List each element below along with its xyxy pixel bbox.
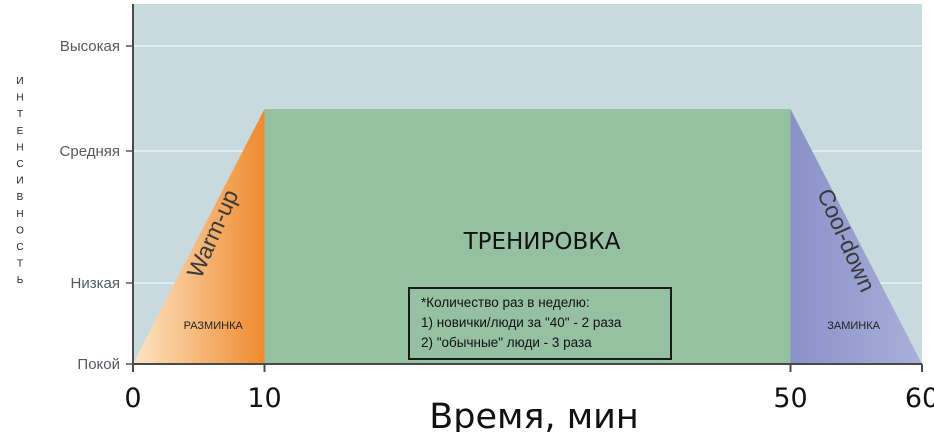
y-axis-title-letter: И <box>16 176 23 187</box>
note-line-2: 1) новички/люди за "40" - 2 раза <box>421 315 622 330</box>
y-axis-title-letter: С <box>16 242 23 253</box>
x-axis-title: Время, мин <box>429 397 639 432</box>
warm-up-area <box>133 109 265 364</box>
x-tick-label: 60 <box>905 383 934 414</box>
y-tick-label: Высокая <box>60 38 120 55</box>
warm-up-subtitle: РАЗМИНКА <box>184 320 244 332</box>
y-axis-title-letter: Н <box>16 93 23 104</box>
workout-area <box>264 109 791 364</box>
y-tick-label: Покой <box>77 356 120 373</box>
workout-title: ТРЕНИРОВКА <box>463 229 621 255</box>
y-tick-label: Средняя <box>60 143 120 160</box>
note-line-3: 2) "обычные" люди - 3 раза <box>421 335 592 350</box>
y-axis-title-letter: О <box>16 225 24 236</box>
x-tick-label: 0 <box>124 383 141 414</box>
y-axis-title-letter: Т <box>17 259 23 270</box>
y-axis-title-letter: В <box>17 192 24 203</box>
x-tick-label: 10 <box>247 383 281 414</box>
y-tick-label: Низкая <box>71 275 120 292</box>
cool-down-subtitle: ЗАМИНКА <box>827 320 880 332</box>
y-axis-title-letter: Ь <box>17 275 24 286</box>
y-axis-title-letter: Н <box>16 209 23 220</box>
weekly-frequency-note: *Количество раз в неделю: 1) новички/люд… <box>408 287 672 360</box>
y-axis-title-letter: С <box>16 159 23 170</box>
x-tick-label: 50 <box>773 383 807 414</box>
cool-down-area <box>790 109 922 364</box>
y-axis-title-letter: Н <box>16 142 23 153</box>
y-axis-title-letter: Т <box>17 109 23 120</box>
y-axis-title-letter: И <box>16 76 23 87</box>
note-line-1: *Количество раз в неделю: <box>421 295 590 310</box>
y-axis-title-letter: Е <box>17 126 24 137</box>
